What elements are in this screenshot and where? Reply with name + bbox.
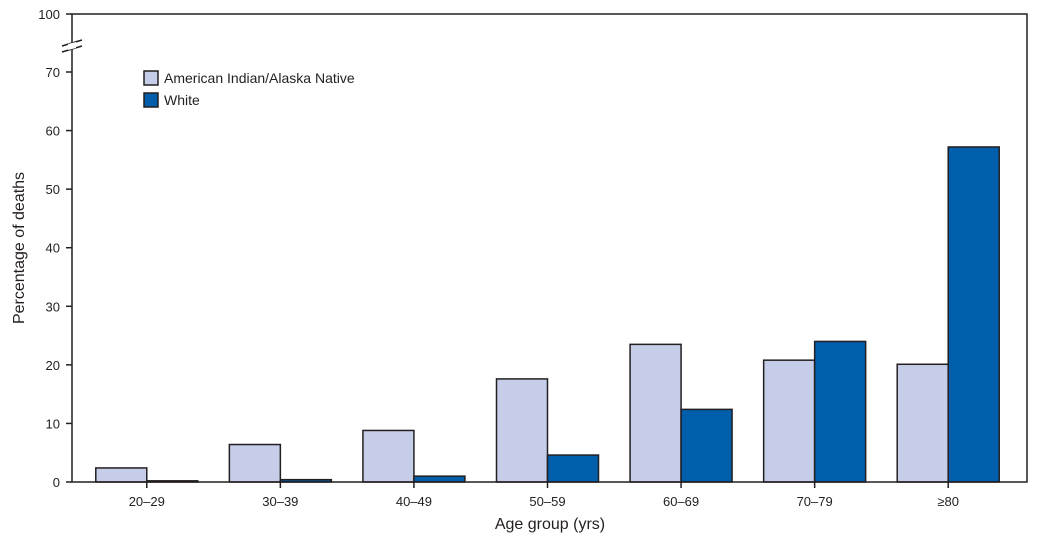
bar-aian bbox=[495, 378, 549, 483]
bar-white bbox=[413, 475, 466, 483]
x-tick-label: ≥80 bbox=[937, 494, 959, 509]
y-tick-label: 10 bbox=[46, 416, 60, 431]
y-tick-label: 0 bbox=[53, 475, 60, 490]
legend-label: American Indian/Alaska Native bbox=[164, 70, 355, 86]
legend: American Indian/Alaska Native White bbox=[143, 70, 355, 108]
axis-break-gap bbox=[68, 42, 76, 50]
y-ticks-group: 0 10 20 30 40 50 60 70 100 bbox=[38, 7, 72, 490]
x-axis-title: Age group (yrs) bbox=[495, 516, 605, 533]
x-tick-label: 50–59 bbox=[529, 494, 565, 509]
legend-swatch bbox=[143, 70, 159, 86]
legend-label: White bbox=[164, 92, 200, 108]
x-tick-label: 30–39 bbox=[262, 494, 298, 509]
y-tick-label: 60 bbox=[46, 124, 60, 139]
x-tick-label: 20–29 bbox=[129, 494, 165, 509]
bar-aian bbox=[228, 443, 282, 483]
y-tick-label: 40 bbox=[46, 241, 60, 256]
x-tick-label: 40–49 bbox=[396, 494, 432, 509]
y-tick-label: 20 bbox=[46, 358, 60, 373]
y-tick-label: 70 bbox=[46, 65, 60, 80]
bar-white bbox=[546, 454, 600, 483]
x-tick-label: 70–79 bbox=[797, 494, 833, 509]
bar-white bbox=[813, 340, 867, 483]
bar-white bbox=[947, 146, 1000, 483]
bar-aian bbox=[896, 363, 949, 483]
bars-group bbox=[95, 146, 1000, 483]
y-tick-label: 30 bbox=[46, 299, 60, 314]
bar-white bbox=[680, 408, 733, 483]
y-tick-label: 100 bbox=[38, 7, 60, 22]
bar-aian bbox=[95, 467, 148, 483]
y-tick-label: 50 bbox=[46, 182, 60, 197]
bar-aian bbox=[629, 343, 682, 483]
x-tick-label: 60–69 bbox=[663, 494, 699, 509]
bar-aian bbox=[362, 429, 415, 483]
y-axis-title: Percentage of deaths bbox=[11, 172, 28, 324]
legend-swatch bbox=[143, 92, 159, 108]
x-ticks-group: 20–29 30–39 40–49 50–59 60–69 70–79 ≥80 bbox=[129, 482, 959, 509]
bar-aian bbox=[762, 359, 816, 483]
